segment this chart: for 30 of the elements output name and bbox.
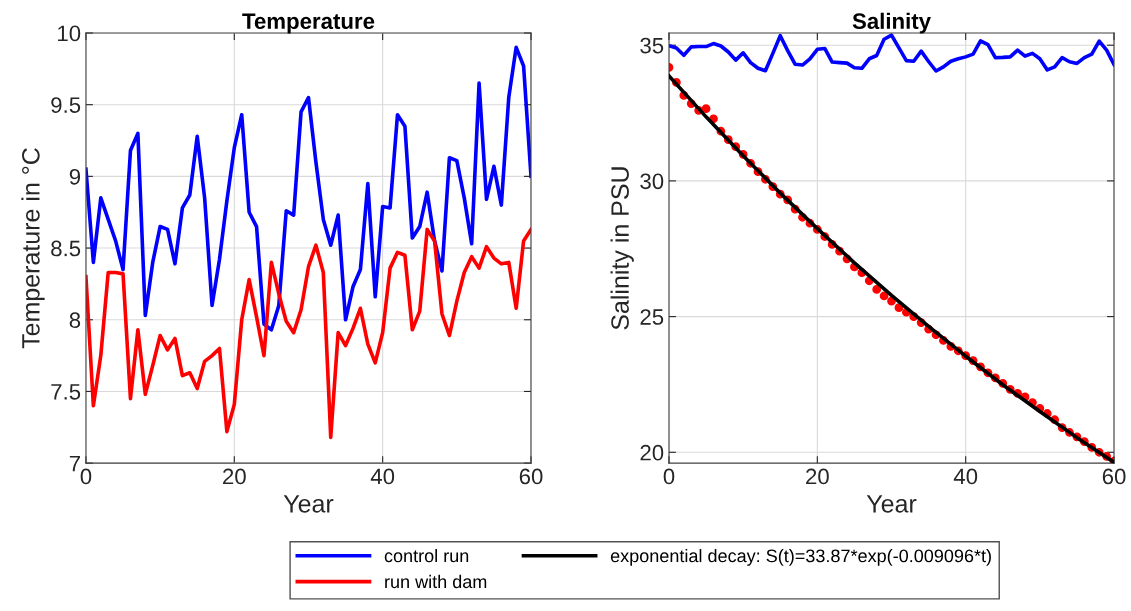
y-axis-title: Salinity in PSU — [610, 167, 634, 330]
line-series — [85, 227, 531, 440]
x-tick-label: 40 — [953, 468, 978, 485]
x-tick-label: 20 — [223, 468, 246, 485]
y-tick-label: 8 — [69, 312, 81, 329]
y-tick-label: 30 — [640, 173, 664, 190]
x-tick-label: 20 — [806, 468, 829, 485]
legend-label: run with dam — [385, 574, 487, 589]
y-tick-label: 10 — [58, 25, 81, 42]
chart-title: Temperature — [242, 13, 375, 34]
x-tick-label: 40 — [370, 468, 395, 485]
x-tick-label: 60 — [519, 468, 543, 485]
y-tick-label: 7.5 — [51, 384, 81, 400]
x-tick-label: 60 — [1102, 468, 1126, 485]
x-tick-label: 0 — [663, 468, 675, 485]
chart-title: Salinity — [852, 12, 931, 34]
y-tick-label: 8.5 — [51, 240, 81, 257]
y-tick-label: 25 — [640, 309, 664, 325]
y-axis-title: Temperature in °C — [21, 148, 45, 349]
legend-label: control run — [384, 549, 469, 563]
y-tick-label: 35 — [640, 37, 664, 54]
legend-label: exponential decay: S(t)=33.87*exp(-0.009096*t) — [610, 549, 991, 566]
y-tick-label: 20 — [640, 444, 664, 461]
y-tick-label: 7 — [69, 455, 80, 472]
y-tick-label: 9.5 — [51, 97, 81, 113]
x-axis-title: Year — [866, 495, 917, 513]
line-series — [85, 45, 531, 332]
x-tick-label: 0 — [80, 468, 92, 485]
x-axis-title: Year — [283, 495, 334, 513]
y-tick-label: 9 — [69, 168, 81, 185]
